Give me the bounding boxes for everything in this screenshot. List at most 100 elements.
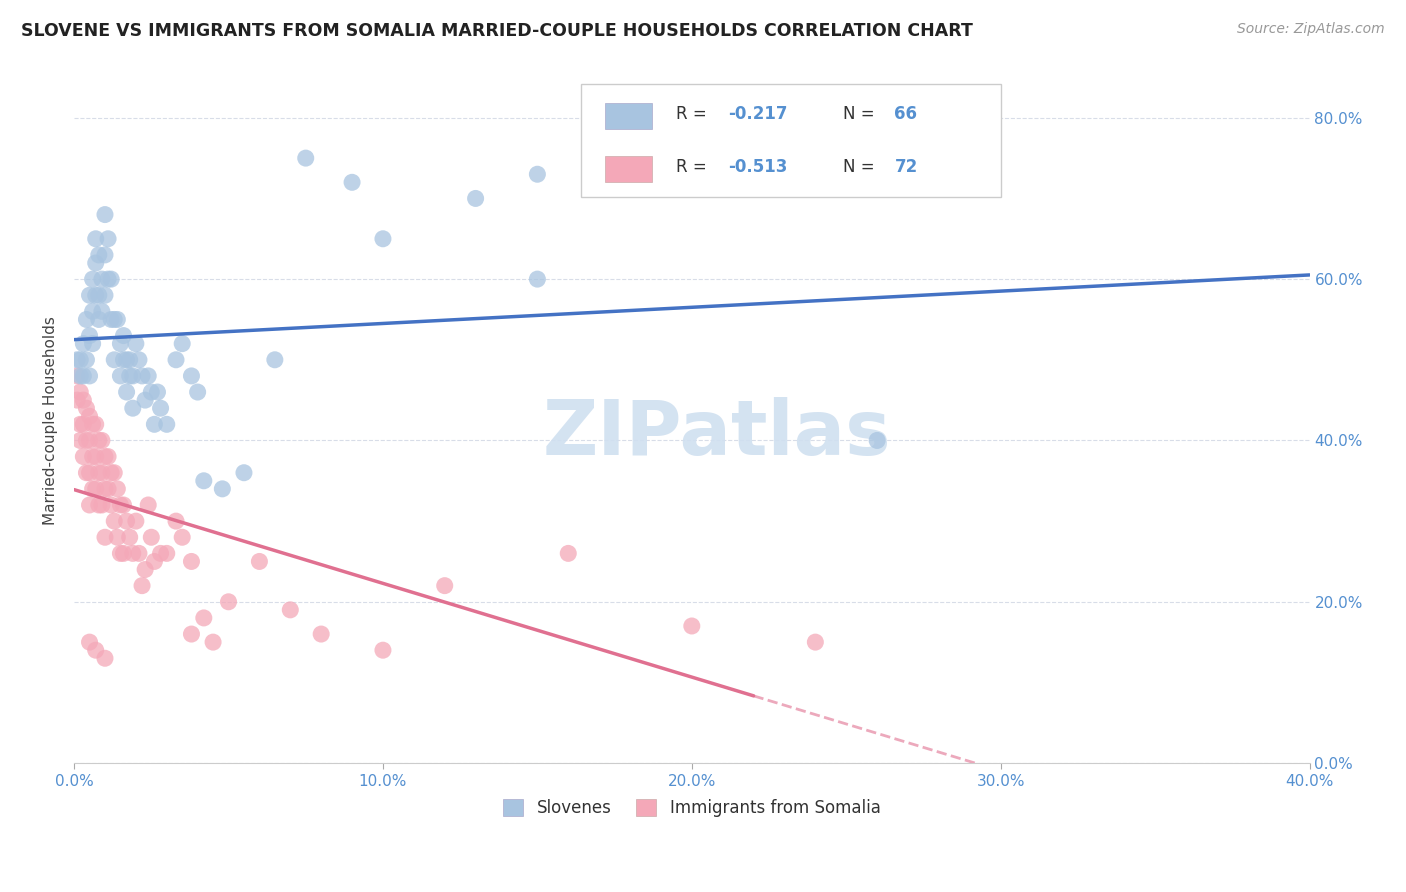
Point	[193, 611, 215, 625]
Point	[87, 498, 110, 512]
Point	[136, 498, 159, 512]
Point	[211, 482, 233, 496]
Point	[187, 385, 209, 400]
Text: N =: N =	[842, 105, 879, 123]
Point	[90, 498, 112, 512]
Point	[141, 530, 163, 544]
Point	[84, 288, 107, 302]
Point	[97, 272, 120, 286]
Point	[94, 530, 117, 544]
Point	[82, 272, 104, 286]
Point	[94, 288, 117, 302]
Point	[193, 474, 215, 488]
Point	[134, 393, 156, 408]
Point	[172, 336, 194, 351]
Point	[433, 579, 456, 593]
Point	[125, 336, 148, 351]
Point	[340, 175, 363, 189]
Point	[105, 312, 128, 326]
Point	[90, 272, 112, 286]
Point	[79, 635, 101, 649]
Point	[75, 401, 97, 416]
Point	[294, 151, 316, 165]
Point	[69, 417, 91, 432]
Point	[118, 368, 141, 383]
Point	[156, 546, 179, 560]
Point	[87, 466, 110, 480]
FancyBboxPatch shape	[581, 85, 1001, 197]
Point	[136, 368, 159, 383]
Point	[84, 256, 107, 270]
Text: 72: 72	[894, 159, 918, 177]
Point	[84, 232, 107, 246]
Point	[100, 272, 122, 286]
Point	[112, 546, 135, 560]
Point	[94, 248, 117, 262]
Point	[84, 482, 107, 496]
Point	[112, 352, 135, 367]
Point	[82, 482, 104, 496]
Point	[143, 417, 166, 432]
Point	[149, 546, 172, 560]
Point	[156, 417, 179, 432]
Point	[100, 466, 122, 480]
Point	[115, 385, 138, 400]
Point	[82, 417, 104, 432]
Point	[82, 336, 104, 351]
Point	[866, 434, 889, 448]
Point	[69, 368, 91, 383]
Text: R =: R =	[676, 105, 711, 123]
Point	[165, 514, 187, 528]
Point	[90, 466, 112, 480]
Point	[110, 368, 132, 383]
Point	[118, 352, 141, 367]
Point	[79, 409, 101, 424]
Point	[557, 546, 579, 560]
Point	[371, 232, 394, 246]
Point	[66, 368, 89, 383]
Point	[121, 368, 143, 383]
Point	[72, 336, 94, 351]
Point	[115, 352, 138, 367]
Point	[103, 514, 125, 528]
Text: SLOVENE VS IMMIGRANTS FROM SOMALIA MARRIED-COUPLE HOUSEHOLDS CORRELATION CHART: SLOVENE VS IMMIGRANTS FROM SOMALIA MARRI…	[21, 22, 973, 40]
Point	[72, 417, 94, 432]
Point	[464, 191, 486, 205]
Point	[125, 514, 148, 528]
Point	[87, 248, 110, 262]
Text: -0.217: -0.217	[728, 105, 787, 123]
Point	[526, 272, 548, 286]
Point	[371, 643, 394, 657]
Text: -0.513: -0.513	[728, 159, 787, 177]
Point	[79, 434, 101, 448]
Point	[165, 352, 187, 367]
Point	[180, 554, 202, 568]
Point	[84, 417, 107, 432]
Point	[69, 385, 91, 400]
Y-axis label: Married-couple Households: Married-couple Households	[44, 316, 58, 524]
Point	[100, 498, 122, 512]
Point	[105, 530, 128, 544]
Point	[84, 450, 107, 464]
Text: ZIPatlas: ZIPatlas	[543, 397, 891, 471]
Point	[72, 368, 94, 383]
Point	[103, 352, 125, 367]
Point	[75, 466, 97, 480]
Point	[110, 498, 132, 512]
Point	[75, 312, 97, 326]
Point	[82, 450, 104, 464]
Point	[66, 393, 89, 408]
Point	[180, 368, 202, 383]
Point	[100, 312, 122, 326]
Point	[247, 554, 270, 568]
Point	[263, 352, 285, 367]
Legend: Slovenes, Immigrants from Somalia: Slovenes, Immigrants from Somalia	[496, 792, 887, 823]
Point	[79, 328, 101, 343]
Point	[90, 304, 112, 318]
Point	[309, 627, 332, 641]
Point	[218, 595, 240, 609]
Point	[79, 498, 101, 512]
Point	[128, 546, 150, 560]
Point	[131, 368, 153, 383]
Point	[66, 352, 89, 367]
